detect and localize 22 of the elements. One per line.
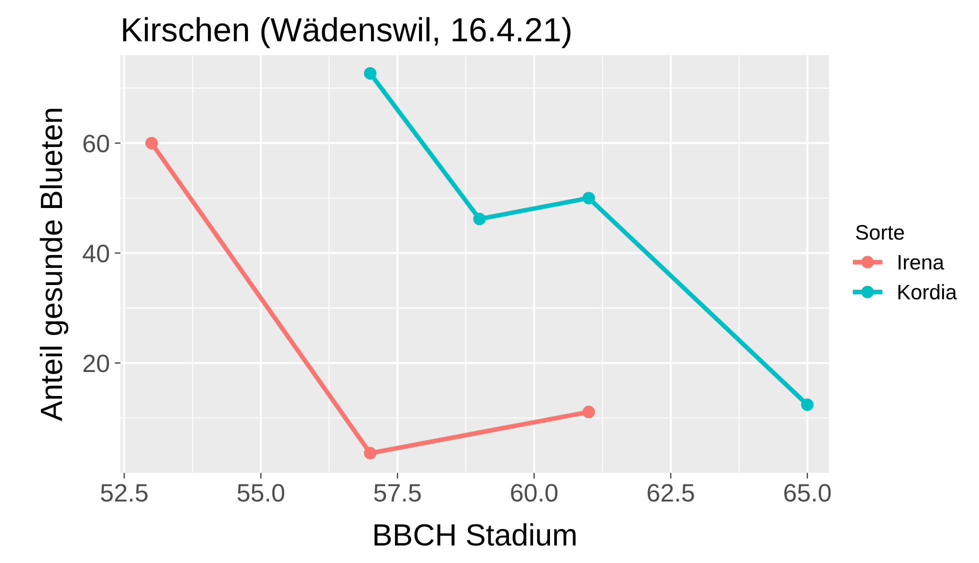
y-tick-label: 20 — [83, 354, 110, 372]
point — [582, 406, 596, 418]
legend-title: Sorte — [856, 225, 904, 240]
point — [364, 446, 376, 460]
chart-title: Kirschen (Wädenswil, 16.4.21) — [123, 17, 570, 48]
x-axis-title: BBCH Stadium — [374, 523, 576, 546]
point — [364, 67, 376, 80]
y-tick-label: 40 — [82, 244, 110, 262]
x-tick-label: 60.0 — [511, 484, 558, 502]
y-axis-title: Anteil gesunde Blueten — [40, 108, 68, 422]
legend-label: Kordia — [898, 284, 957, 300]
x-tick-label: 62.5 — [648, 484, 694, 502]
x-tick-label: 57.5 — [374, 484, 421, 502]
point — [473, 212, 486, 226]
x-tick-label: 55.0 — [238, 484, 284, 502]
x-tick-label: 65.0 — [784, 484, 831, 502]
legend-label: Irena — [898, 255, 944, 270]
point — [582, 192, 596, 204]
y-tick-label: 60 — [83, 134, 110, 152]
x-tick-label: 52.5 — [100, 484, 148, 502]
point — [801, 398, 814, 412]
point — [145, 136, 158, 150]
